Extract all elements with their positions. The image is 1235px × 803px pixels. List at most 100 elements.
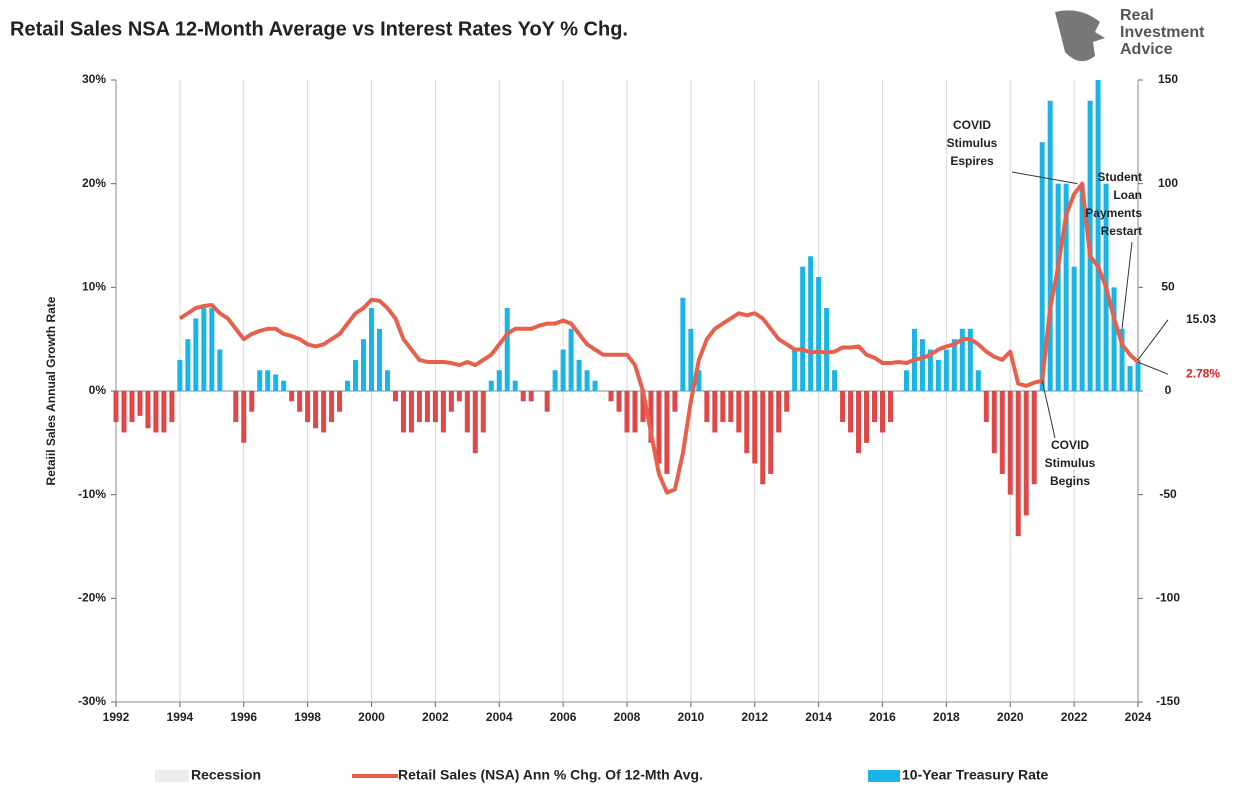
bar (273, 374, 279, 391)
bar (488, 380, 494, 391)
bar (640, 391, 646, 423)
bar (456, 391, 462, 402)
bar (1015, 391, 1021, 537)
bar (496, 370, 502, 391)
bar (816, 276, 822, 391)
bar (935, 359, 941, 391)
bar (121, 391, 127, 433)
bar (887, 391, 893, 423)
bar (999, 391, 1005, 474)
y2-tick-label: 50 (1161, 280, 1175, 294)
bar (369, 308, 374, 391)
logo-icon (1055, 10, 1105, 62)
bar (768, 391, 774, 474)
bar (129, 391, 135, 423)
line (178, 181, 1140, 495)
bar (903, 370, 909, 391)
x-tick-label: 2016 (869, 710, 896, 724)
bar (664, 391, 670, 474)
bar (824, 308, 830, 391)
bar (1111, 287, 1117, 391)
bar (161, 391, 167, 433)
bar (257, 370, 263, 391)
end-label: 15.03 (1186, 312, 1216, 326)
bar (728, 391, 734, 423)
bar (919, 339, 925, 391)
bar (177, 359, 183, 391)
bar (281, 380, 287, 391)
bar (848, 391, 854, 433)
x-tick-label: 1994 (167, 710, 194, 724)
y-tick-label: 30% (82, 72, 106, 86)
bar (337, 391, 343, 412)
logo-text: Advice (1120, 41, 1173, 58)
bar (760, 391, 766, 485)
annotation: Stimulus (1045, 456, 1096, 470)
bar (201, 308, 207, 391)
legend-label: Retail Sales (NSA) Ann % Chg. Of 12-Mth … (398, 767, 703, 783)
bar (1007, 391, 1013, 495)
bar (696, 370, 702, 391)
bar (1119, 328, 1125, 391)
annotation-leader (1121, 241, 1133, 329)
bar (1023, 391, 1029, 516)
bar (1079, 183, 1085, 391)
annotation: COVID (1051, 438, 1089, 452)
bar (448, 391, 454, 412)
y-tick-label: 10% (82, 280, 106, 294)
bar (520, 391, 526, 402)
bar (512, 380, 518, 391)
bar (361, 339, 367, 391)
bar (313, 391, 319, 429)
bar (321, 391, 327, 433)
y2-tick-label: 100 (1158, 176, 1178, 190)
annotation: Begins (1050, 474, 1090, 488)
bar (528, 391, 534, 402)
bar (624, 391, 630, 433)
bar (975, 370, 981, 391)
end-label-leader (1137, 361, 1169, 375)
bar (464, 391, 470, 433)
y-tick-label: -10% (78, 487, 106, 501)
bar (712, 391, 718, 433)
bar (153, 391, 159, 433)
logo-text: Real (1120, 7, 1154, 24)
bar (656, 391, 662, 464)
bar (951, 339, 957, 391)
end-label: 2.78% (1186, 366, 1220, 380)
bar (943, 349, 949, 391)
bar (472, 391, 478, 454)
y2-tick-label: -100 (1156, 591, 1180, 605)
x-tick-label: 1992 (103, 710, 130, 724)
bar (432, 391, 438, 423)
y2-tick-label: 0 (1165, 383, 1172, 397)
annotation: COVID (953, 118, 991, 132)
annotation: Payments (1085, 206, 1142, 220)
legend-swatch (155, 770, 189, 782)
chart-title: Retail Sales NSA 12-Month Average vs Int… (10, 18, 628, 40)
bar (233, 391, 239, 423)
y2-tick-label: -50 (1159, 487, 1177, 501)
bar (648, 391, 654, 443)
bar (408, 391, 414, 433)
bar (416, 391, 422, 423)
bar (832, 370, 838, 391)
bar (1047, 100, 1053, 391)
bar (967, 328, 973, 391)
bar (800, 266, 806, 391)
bar (376, 328, 382, 391)
bar (560, 349, 566, 391)
annotation: Stimulus (947, 136, 998, 150)
annotation: Espires (950, 154, 994, 168)
bar (880, 391, 885, 433)
bar (632, 391, 638, 433)
bar (1063, 183, 1069, 391)
end-label-leader (1137, 319, 1169, 361)
bar (305, 391, 311, 423)
bar (392, 391, 398, 402)
y-tick-label: -30% (78, 694, 106, 708)
x-tick-label: 2006 (550, 710, 577, 724)
bar (1031, 391, 1037, 485)
x-tick-label: 2010 (678, 710, 705, 724)
bar (720, 391, 726, 423)
